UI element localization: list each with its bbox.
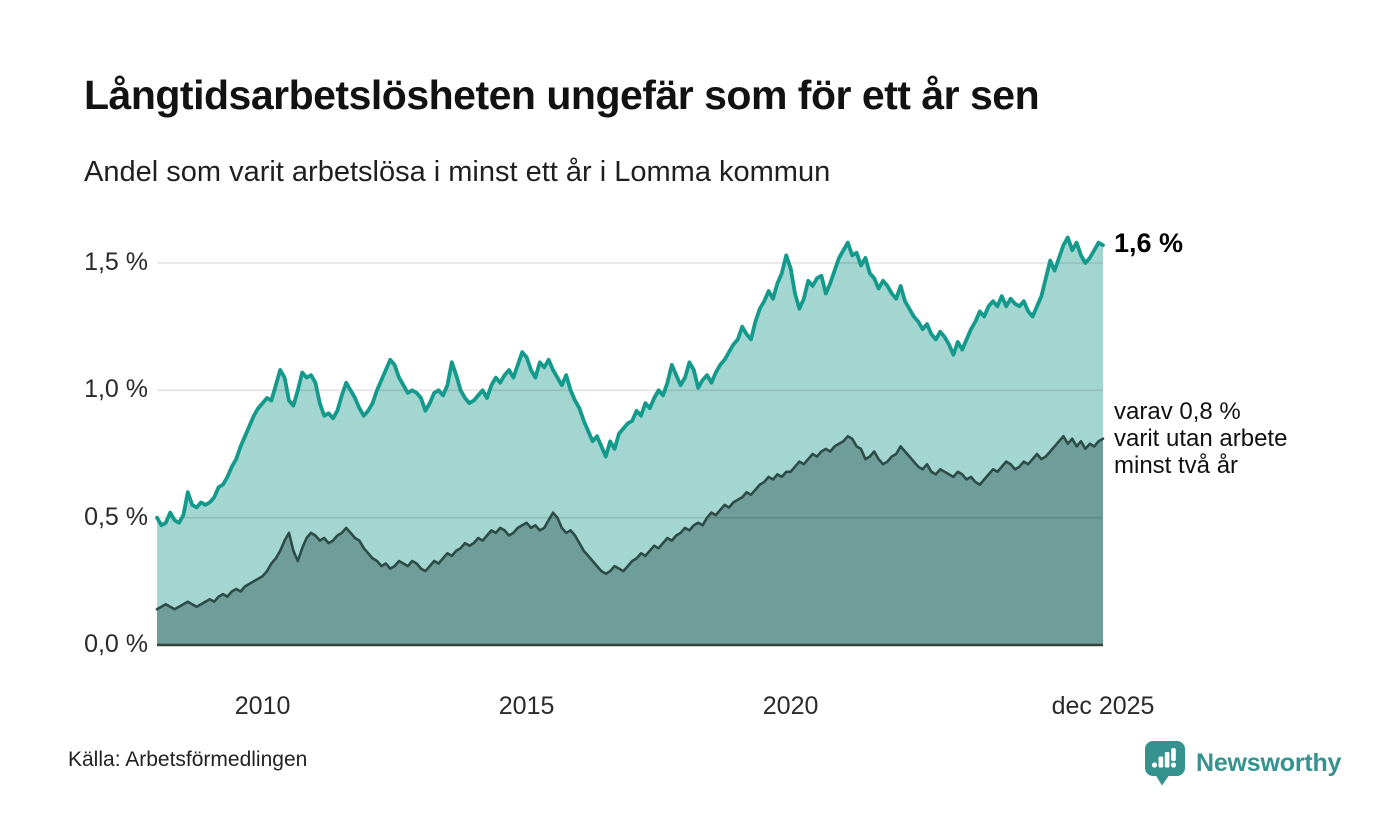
x-tick-label: 2020: [762, 692, 819, 720]
chart-subtitle: Andel som varit arbetslösa i minst ett å…: [84, 156, 831, 188]
newsworthy-wordmark: Newsworthy: [1196, 748, 1342, 777]
newsworthy-logo: Newsworthy: [1144, 740, 1341, 786]
line-minst-ett-ar: [155, 235, 1105, 528]
y-tick-label: 1,5 %: [84, 248, 148, 276]
x-tick-label: dec 2025: [1051, 692, 1155, 720]
newsworthy-bubble-chart-icon: [1145, 741, 1185, 786]
line-minst-tva-ar: [155, 434, 1105, 611]
x-tick-label: 2015: [498, 692, 555, 720]
y-tick-label: 0,5 %: [84, 502, 148, 531]
x-tick-label: 2010: [234, 692, 291, 720]
latest-value-label: 1,6 %: [1114, 228, 1184, 258]
source-label: Källa: Arbetsförmedlingen: [68, 748, 308, 771]
y-tick-label: 0,0 %: [84, 630, 148, 658]
area-fill-minst-tva-ar: [157, 436, 1103, 645]
chart-title: Långtidsarbetslösheten ungefär som för e…: [84, 72, 1040, 118]
secondary-series-label: varav 0,8 % varit utan arbete minst två …: [1114, 398, 1288, 479]
y-tick-label: 1,0 %: [84, 375, 148, 404]
